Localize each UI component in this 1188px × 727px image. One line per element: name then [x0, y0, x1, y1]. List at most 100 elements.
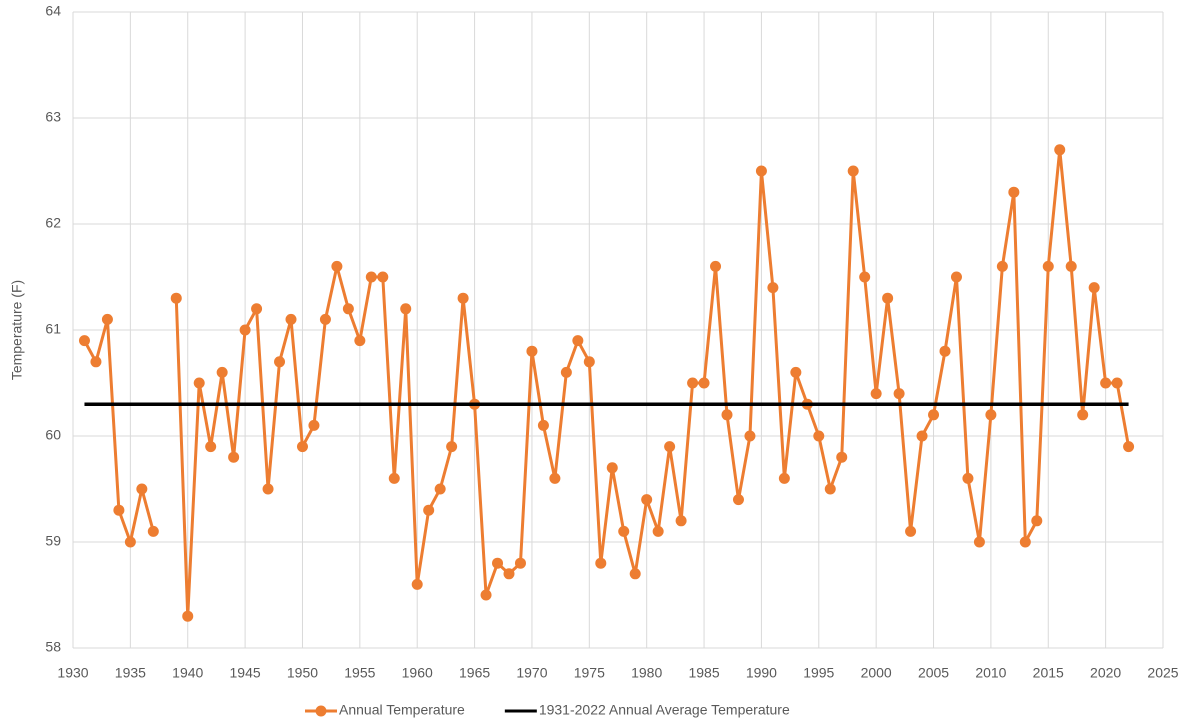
data-point	[721, 409, 733, 421]
data-point	[101, 313, 113, 325]
data-point	[618, 525, 630, 537]
data-point	[434, 483, 446, 495]
data-point	[262, 483, 274, 495]
data-point	[319, 313, 331, 325]
data-point	[962, 472, 974, 484]
x-tick-label: 1950	[287, 665, 318, 681]
data-point	[572, 335, 584, 347]
data-point	[78, 335, 90, 347]
x-tick-label: 1930	[57, 665, 88, 681]
data-point	[365, 271, 377, 283]
data-point	[560, 366, 572, 378]
y-tick-label: 63	[45, 109, 61, 125]
data-point	[205, 441, 217, 453]
data-point	[939, 345, 951, 357]
legend-label: Annual Temperature	[339, 702, 465, 718]
x-tick-label: 1990	[746, 665, 777, 681]
x-tick-label: 1965	[459, 665, 490, 681]
x-tick-label: 2005	[918, 665, 949, 681]
data-point	[928, 409, 940, 421]
data-point	[342, 303, 354, 315]
data-point	[813, 430, 825, 442]
x-tick-label: 1960	[402, 665, 433, 681]
data-point	[124, 536, 136, 548]
data-point	[239, 324, 251, 336]
data-point	[228, 451, 240, 463]
data-point	[1077, 409, 1089, 421]
data-point	[859, 271, 871, 283]
data-point	[882, 292, 894, 304]
data-point	[985, 409, 997, 421]
data-point	[193, 377, 205, 389]
data-point	[526, 345, 538, 357]
data-point	[836, 451, 848, 463]
data-point	[136, 483, 148, 495]
series-line	[83, 149, 1131, 617]
y-tick-label: 60	[45, 427, 61, 443]
y-tick-label: 58	[45, 639, 61, 655]
y-tick-label: 64	[45, 3, 61, 19]
data-point	[1019, 536, 1031, 548]
data-point	[905, 525, 917, 537]
x-tick-label: 1985	[688, 665, 719, 681]
data-point	[847, 165, 859, 177]
data-point	[503, 568, 515, 580]
data-point	[480, 589, 492, 601]
data-point	[147, 525, 159, 537]
data-point	[710, 260, 722, 272]
data-point	[950, 271, 962, 283]
data-point	[755, 165, 767, 177]
data-point	[113, 504, 125, 516]
data-point	[778, 472, 790, 484]
data-point	[377, 271, 389, 283]
data-point	[514, 557, 526, 569]
x-tick-label: 2025	[1147, 665, 1178, 681]
data-point	[744, 430, 756, 442]
data-point	[1111, 377, 1123, 389]
x-tick-label: 2020	[1090, 665, 1121, 681]
data-point	[675, 515, 687, 527]
data-point	[698, 377, 710, 389]
data-point	[606, 462, 618, 474]
data-point	[216, 366, 228, 378]
data-point	[170, 292, 182, 304]
x-tick-label: 1995	[803, 665, 834, 681]
data-point	[388, 472, 400, 484]
data-point	[549, 472, 561, 484]
x-tick-label: 1980	[631, 665, 662, 681]
legend-label: 1931-2022 Annual Average Temperature	[539, 702, 790, 718]
data-point	[400, 303, 412, 315]
x-tick-label: 1955	[344, 665, 375, 681]
data-point	[1123, 441, 1135, 453]
data-point	[537, 419, 549, 431]
data-point	[423, 504, 435, 516]
data-point	[664, 441, 676, 453]
x-tick-label: 2000	[861, 665, 892, 681]
data-point	[1100, 377, 1112, 389]
data-point	[1065, 260, 1077, 272]
data-point	[308, 419, 320, 431]
data-point	[973, 536, 985, 548]
data-point	[1054, 144, 1066, 156]
data-point	[824, 483, 836, 495]
data-point	[595, 557, 607, 569]
y-tick-label: 61	[45, 321, 61, 337]
data-point	[492, 557, 504, 569]
data-point	[893, 388, 905, 400]
data-point	[90, 356, 102, 368]
y-tick-label: 62	[45, 215, 61, 231]
data-point	[296, 441, 308, 453]
data-point	[916, 430, 928, 442]
data-point	[583, 356, 595, 368]
data-point	[629, 568, 641, 580]
data-point	[251, 303, 263, 315]
data-point	[457, 292, 469, 304]
x-tick-label: 1970	[516, 665, 547, 681]
data-point	[870, 388, 882, 400]
data-point	[182, 610, 194, 622]
y-axis-label: Temperature (F)	[9, 280, 25, 380]
y-tick-label: 59	[45, 533, 61, 549]
data-point	[732, 494, 744, 506]
data-point	[652, 525, 664, 537]
